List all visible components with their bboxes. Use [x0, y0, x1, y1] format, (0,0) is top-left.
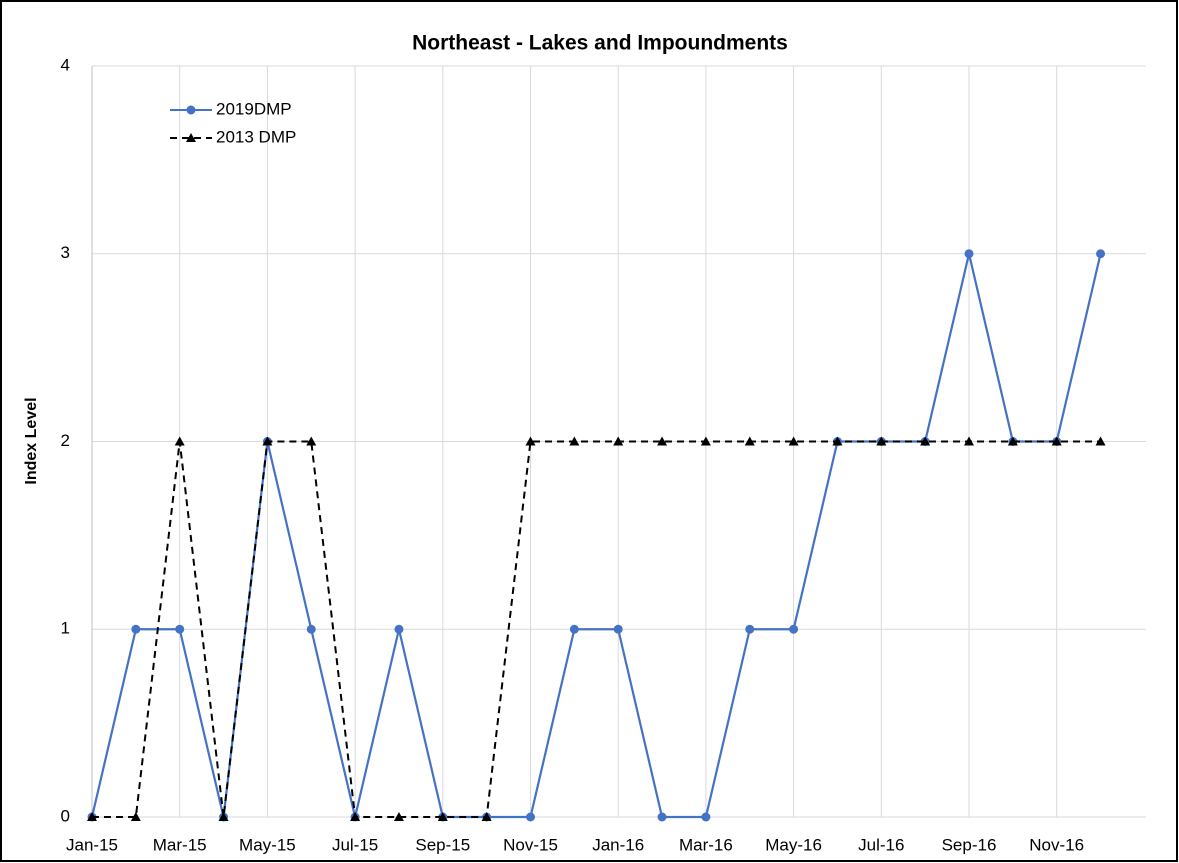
marker	[613, 624, 623, 634]
marker	[87, 812, 97, 821]
marker	[1051, 436, 1062, 446]
marker	[964, 436, 974, 446]
marker	[131, 624, 141, 634]
x-tick-label: Sep-16	[942, 835, 997, 854]
x-tick-label: May-16	[765, 835, 822, 854]
marker	[964, 249, 974, 259]
marker	[526, 812, 535, 822]
series-line	[90, 253, 1102, 819]
marker	[175, 624, 185, 634]
marker	[306, 436, 317, 446]
marker	[1095, 436, 1106, 446]
x-tick-label: Sep-15	[415, 835, 470, 854]
y-tick-label: 2	[61, 431, 70, 450]
y-tick-label: 3	[61, 243, 70, 262]
grid: 0 1 2 3 4 Jan-15 Mar-15 May-15 Jul-15 Sep-15 Nov-1…	[61, 55, 1146, 854]
y-tick-label: 0	[61, 806, 70, 825]
marker	[174, 436, 185, 446]
x-tick-label: Nov-15	[503, 835, 558, 854]
y-tick-label: 4	[61, 55, 70, 74]
marker	[832, 436, 843, 446]
marker	[394, 624, 404, 634]
marker	[262, 436, 273, 446]
marker	[789, 624, 799, 634]
marker	[393, 812, 404, 821]
marker	[657, 812, 667, 822]
y-tick-label: 1	[61, 619, 70, 638]
marker	[481, 812, 492, 821]
marker	[745, 624, 755, 634]
marker	[350, 812, 361, 821]
marker	[1096, 249, 1106, 259]
marker	[569, 624, 579, 634]
marker	[525, 436, 536, 446]
marker	[218, 812, 229, 821]
marker	[437, 812, 448, 821]
y-axis-label: Index Level	[23, 397, 40, 484]
marker	[130, 812, 141, 821]
legend-label: 2013 DMP	[216, 127, 296, 146]
marker	[569, 436, 580, 446]
marker	[788, 436, 799, 446]
x-tick-label: Nov-16	[1029, 835, 1084, 854]
marker	[186, 133, 196, 142]
x-tick-label: Mar-16	[679, 835, 733, 854]
marker	[700, 436, 711, 446]
marker	[876, 436, 887, 446]
marker	[657, 436, 668, 446]
marker	[701, 812, 711, 822]
plot	[87, 249, 1106, 822]
marker	[186, 105, 196, 115]
x-tick-label: Jan-15	[66, 835, 118, 854]
marker	[1007, 436, 1018, 446]
marker	[920, 436, 931, 446]
legend: 2019DMP 2013 DMP	[170, 99, 296, 146]
marker	[306, 624, 316, 634]
x-tick-label: May-15	[239, 835, 296, 854]
series-line	[92, 440, 1101, 818]
x-tick-label: Jul-15	[332, 835, 378, 854]
x-tick-label: Jul-16	[858, 835, 904, 854]
x-tick-label: Jan-16	[592, 835, 644, 854]
legend-label: 2019DMP	[216, 99, 292, 118]
x-tick-label: Mar-15	[153, 835, 207, 854]
marker	[613, 436, 624, 446]
marker	[744, 436, 755, 446]
chart-title: Northeast - Lakes and Impoundments	[412, 32, 788, 55]
